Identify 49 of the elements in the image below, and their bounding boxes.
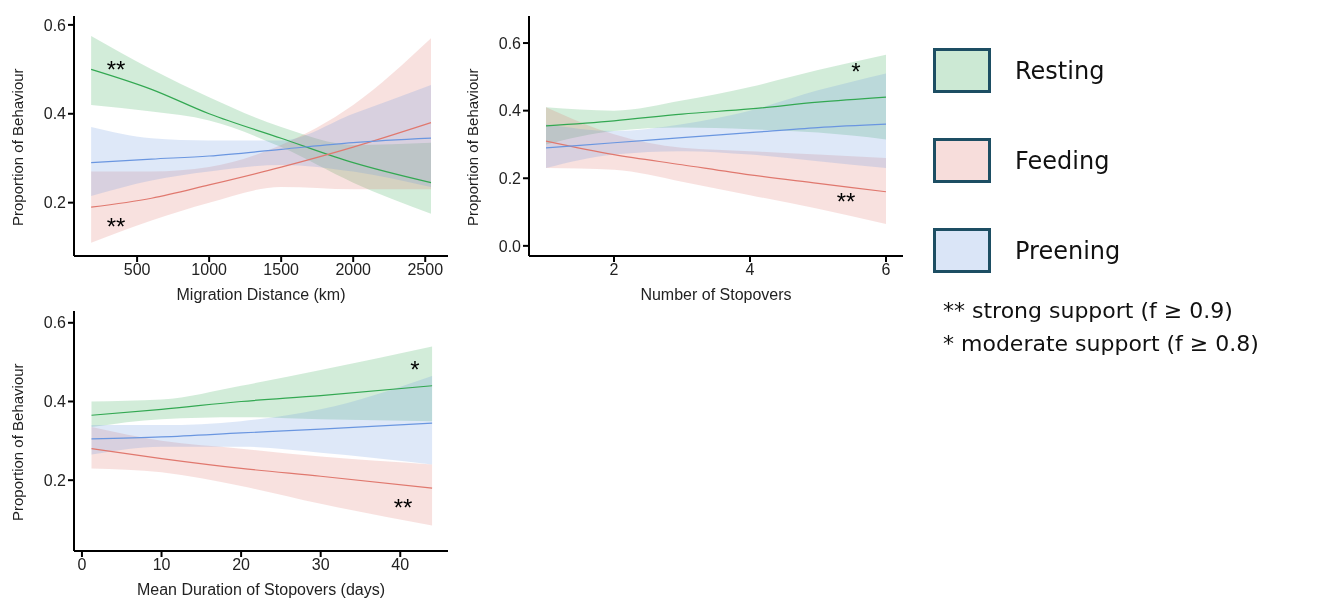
annotation: * <box>409 356 421 383</box>
x-axis-title: Migration Distance (km) <box>176 286 346 303</box>
x-tick-label: 2 <box>609 261 619 279</box>
annotation: ** <box>835 188 857 215</box>
x-tick-label: 2500 <box>407 261 444 279</box>
line-series <box>545 96 887 127</box>
x-tick-label: 40 <box>391 556 410 574</box>
legend-label: Resting <box>1015 57 1105 85</box>
line-series <box>90 448 433 489</box>
y-tick-label: 0.2 <box>43 194 67 212</box>
y-tick-label: 0.6 <box>498 34 522 52</box>
legend-label: Feeding <box>1015 147 1110 175</box>
x-tick-label: 0 <box>77 556 87 574</box>
annotation: ** <box>105 56 127 83</box>
line-series <box>90 422 433 440</box>
text: ** strong support (f ≥ 0.9) <box>943 298 1234 323</box>
text: * moderate support (f ≥ 0.8) <box>943 331 1259 356</box>
y-tick-label: 0.2 <box>498 169 522 187</box>
annotation: ** <box>392 494 414 521</box>
y-axis-title: Proportion of Behaviour <box>464 68 482 226</box>
x-tick-label: 20 <box>232 556 251 574</box>
annotation: ** <box>105 213 127 240</box>
y-tick-label: 0.2 <box>43 471 67 489</box>
x-tick-label: 30 <box>311 556 330 574</box>
x-tick-label: 2000 <box>335 261 372 279</box>
y-tick-label: 0.0 <box>498 237 522 255</box>
line-series <box>90 385 433 416</box>
line-series <box>90 137 432 164</box>
annotation: * <box>850 58 862 85</box>
y-tick-label: 0.6 <box>43 314 67 332</box>
legend-label: Preening <box>1015 237 1121 265</box>
x-tick-label: 1500 <box>263 261 300 279</box>
x-axis-title: Mean Duration of Stopovers (days) <box>136 581 386 598</box>
x-axis-title: Number of Stopovers <box>640 286 792 303</box>
x-tick-label: 10 <box>152 556 171 574</box>
line-series <box>545 140 887 193</box>
y-axis-title: Proportion of Behaviour <box>9 363 27 521</box>
y-tick-label: 0.4 <box>43 105 67 123</box>
y-tick-label: 0.4 <box>498 102 522 120</box>
x-tick-label: 6 <box>881 261 891 279</box>
y-axis-title: Proportion of Behaviour <box>9 68 27 226</box>
x-tick-label: 4 <box>745 261 755 279</box>
x-tick-label: 500 <box>123 261 151 279</box>
x-tick-label: 1000 <box>191 261 228 279</box>
y-tick-label: 0.4 <box>43 393 67 411</box>
line-series <box>545 123 887 149</box>
line-series <box>90 122 432 208</box>
line-series <box>90 68 432 184</box>
y-tick-label: 0.6 <box>43 16 67 34</box>
